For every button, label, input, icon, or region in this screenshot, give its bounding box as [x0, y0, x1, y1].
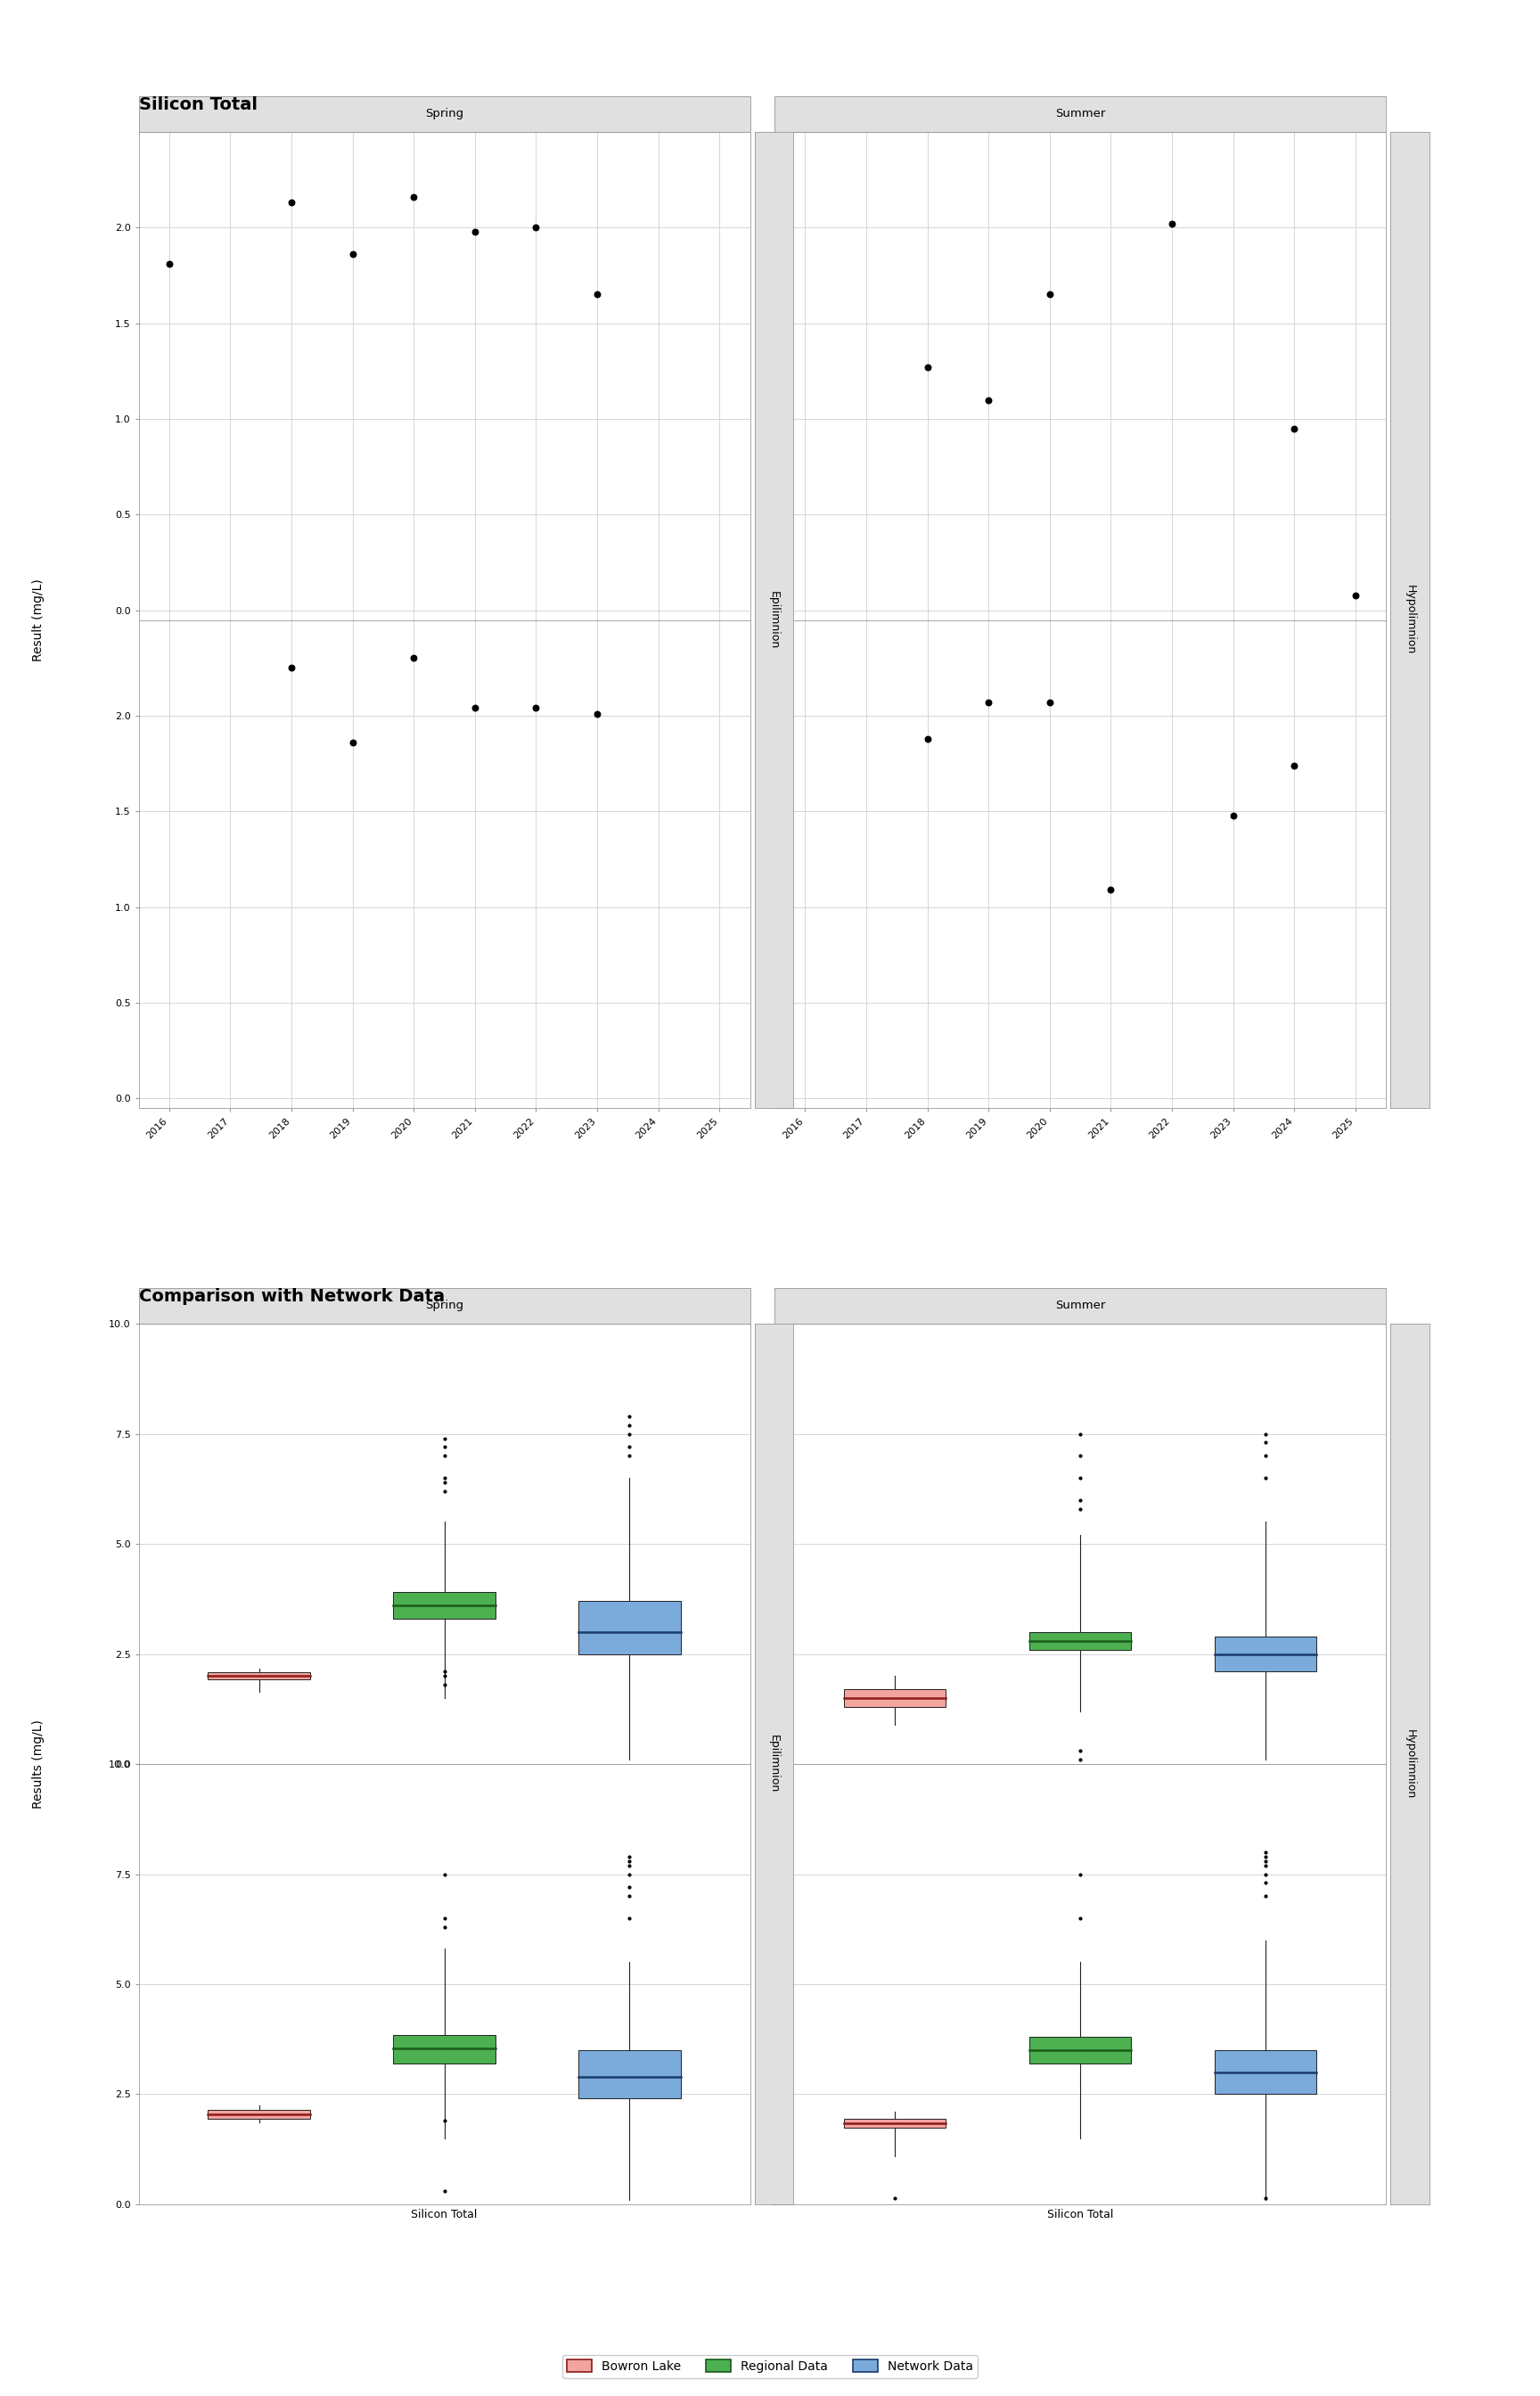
Point — [462, 690, 487, 728]
Point — [433, 1438, 457, 1476]
Point — [618, 1406, 642, 1445]
Text: Spring: Spring — [425, 1301, 464, 1311]
Text: Hypolimnion: Hypolimnion — [1404, 1730, 1415, 1799]
Point — [340, 724, 365, 762]
Point — [618, 1838, 642, 1876]
Text: Result (mg/L): Result (mg/L) — [32, 577, 45, 661]
Point — [433, 1665, 457, 1704]
Bar — [844, 1689, 946, 1706]
Text: Summer: Summer — [1055, 108, 1106, 120]
Point — [433, 1653, 457, 1692]
Bar — [1215, 2051, 1317, 2094]
Point — [279, 184, 303, 223]
Point — [1067, 1438, 1092, 1476]
Point — [618, 1847, 642, 1886]
Point — [618, 1428, 642, 1466]
Point — [618, 1876, 642, 1914]
Point — [157, 244, 182, 283]
Point — [1067, 1490, 1092, 1529]
Bar — [1029, 1632, 1132, 1648]
Text: Comparison with Network Data: Comparison with Network Data — [139, 1289, 445, 1306]
Text: Epilimnion: Epilimnion — [768, 1735, 779, 1792]
Bar — [579, 1601, 681, 1653]
Point — [1067, 1732, 1092, 1771]
Point — [1067, 1855, 1092, 1893]
Point — [1254, 1847, 1278, 1886]
Bar — [844, 2118, 946, 2128]
Point — [279, 649, 303, 688]
Point — [1254, 1855, 1278, 1893]
Point — [585, 276, 610, 314]
Point — [340, 235, 365, 273]
Point — [1254, 2178, 1278, 2216]
Point — [1067, 1481, 1092, 1519]
Point — [1254, 1864, 1278, 1902]
Bar — [393, 2034, 496, 2063]
Point — [618, 1843, 642, 1881]
Text: Results (mg/L): Results (mg/L) — [32, 1720, 45, 1809]
Point — [433, 1658, 457, 1696]
Text: Epilimnion: Epilimnion — [768, 592, 779, 649]
Text: Spring: Spring — [425, 108, 464, 120]
Point — [1254, 1838, 1278, 1876]
Point — [433, 1900, 457, 1938]
Point — [618, 1414, 642, 1452]
Point — [1254, 1414, 1278, 1452]
Point — [433, 1855, 457, 1893]
Point — [1254, 1876, 1278, 1914]
Point — [1160, 204, 1184, 242]
Point — [1098, 870, 1123, 908]
Point — [585, 695, 610, 733]
Point — [618, 1397, 642, 1435]
Point — [1343, 575, 1368, 613]
Point — [524, 208, 548, 247]
Point — [1254, 1843, 1278, 1881]
Bar — [208, 2108, 310, 2118]
Point — [1038, 683, 1063, 721]
Point — [1067, 1414, 1092, 1452]
Point — [1281, 745, 1306, 783]
Point — [1067, 1900, 1092, 1938]
Point — [402, 177, 427, 216]
Legend: Bowron Lake, Regional Data, Network Data: Bowron Lake, Regional Data, Network Data — [562, 2355, 978, 2377]
Point — [433, 1464, 457, 1502]
Point — [524, 690, 548, 728]
Bar — [208, 1672, 310, 1680]
Point — [433, 1459, 457, 1498]
Point — [1254, 1833, 1278, 1871]
Point — [1281, 410, 1306, 448]
Point — [618, 1855, 642, 1893]
Point — [1067, 1739, 1092, 1778]
Bar — [1029, 2037, 1132, 2063]
Point — [1067, 1459, 1092, 1498]
Point — [433, 1428, 457, 1466]
Point — [618, 1438, 642, 1476]
Point — [882, 2178, 907, 2216]
Point — [1254, 1438, 1278, 1476]
Point — [462, 213, 487, 252]
Point — [402, 640, 427, 678]
Point — [1221, 795, 1246, 834]
Point — [433, 1418, 457, 1457]
Text: Silicon Total: Silicon Total — [139, 96, 257, 113]
Point — [976, 381, 1001, 419]
Bar — [1215, 1636, 1317, 1672]
Point — [618, 1869, 642, 1907]
Point — [1254, 1423, 1278, 1462]
Point — [915, 719, 939, 757]
Text: Hypolimnion: Hypolimnion — [1404, 585, 1415, 654]
Point — [433, 1907, 457, 1946]
Text: Summer: Summer — [1055, 1301, 1106, 1311]
Point — [1038, 276, 1063, 314]
Point — [433, 2101, 457, 2140]
Point — [618, 1900, 642, 1938]
Bar — [393, 1593, 496, 1620]
Point — [433, 1471, 457, 1509]
Bar — [579, 2051, 681, 2099]
Point — [433, 2171, 457, 2209]
Point — [1254, 1459, 1278, 1498]
Point — [976, 683, 1001, 721]
Point — [915, 347, 939, 386]
